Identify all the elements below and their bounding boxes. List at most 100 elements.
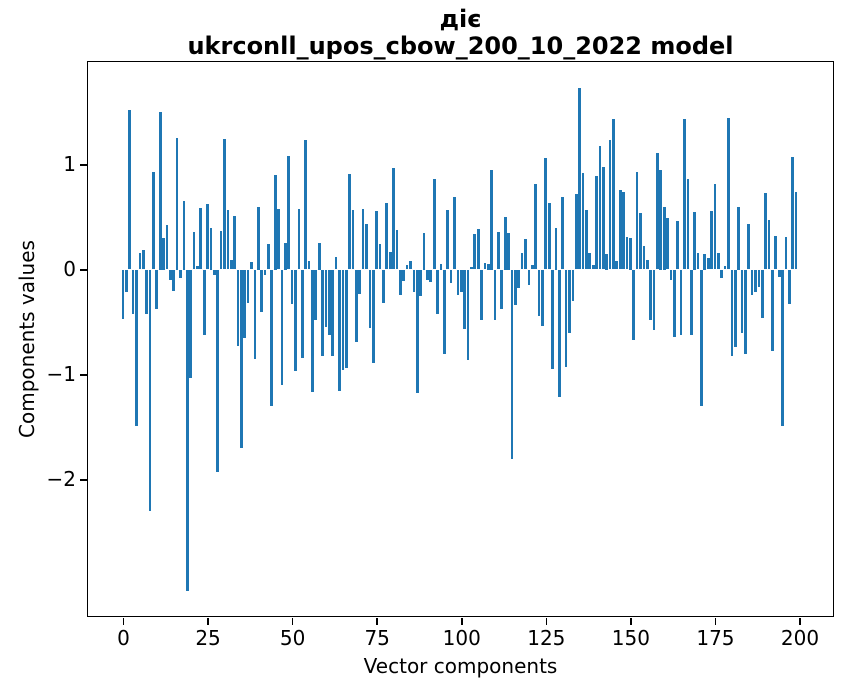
bar-component-59: [321, 269, 324, 356]
bar-component-142: [601, 166, 605, 270]
bar-component-3: [131, 269, 135, 314]
bar-component-198: [791, 157, 795, 270]
bar-component-23: [199, 207, 203, 270]
bar-component-18: [182, 201, 186, 270]
bar-component-89: [422, 232, 426, 270]
x-tick-mark: [630, 617, 632, 625]
bar-component-130: [561, 197, 565, 270]
bar-component-42: [263, 269, 267, 275]
bar-component-10: [155, 269, 159, 310]
bar-component-79: [388, 251, 392, 270]
bar-component-181: [733, 269, 737, 348]
bar-component-157: [652, 269, 656, 331]
bar-component-190: [764, 192, 767, 270]
bar-component-82: [399, 269, 402, 295]
bar-component-127: [551, 269, 554, 370]
bar-component-187: [754, 269, 757, 292]
bar-component-175: [713, 184, 717, 270]
bar-component-94: [439, 264, 443, 270]
bar-component-115: [510, 269, 514, 459]
bar-component-13: [165, 225, 169, 270]
bar-component-154: [642, 246, 646, 270]
bar-component-20: [189, 269, 192, 378]
bar-component-48: [284, 243, 287, 270]
x-tick-label: 200: [780, 626, 820, 650]
bar-component-84: [405, 265, 409, 270]
bar-component-170: [696, 252, 700, 270]
bar-component-37: [246, 269, 250, 304]
bar-component-184: [744, 269, 747, 354]
bar-component-62: [331, 269, 335, 356]
bar-component-98: [453, 197, 456, 270]
y-tick-label: 1: [63, 152, 76, 176]
bar-component-95: [442, 269, 446, 354]
x-tick-mark: [714, 617, 717, 625]
bar-component-160: [662, 206, 666, 270]
bar-component-194: [777, 269, 781, 277]
bar-component-128: [554, 227, 558, 270]
bar-component-52: [297, 208, 301, 270]
bar-component-180: [730, 269, 734, 356]
bar-component-136: [581, 172, 585, 270]
bar-component-158: [656, 152, 659, 270]
bar-component-144: [608, 140, 612, 270]
bar-component-165: [679, 269, 683, 335]
bar-component-178: [723, 266, 727, 270]
x-tick-mark: [799, 617, 801, 625]
bar-component-162: [669, 269, 673, 280]
bar-component-137: [585, 209, 588, 270]
bar-component-174: [710, 210, 713, 270]
bar-component-103: [470, 267, 473, 270]
x-tick-label: 0: [117, 626, 130, 650]
bar-component-110: [493, 269, 497, 320]
title-line-1: діє: [439, 5, 482, 33]
bar-component-159: [659, 169, 663, 270]
bar-component-50: [290, 269, 294, 305]
bar-component-111: [497, 231, 500, 270]
bar-component-122: [534, 184, 537, 270]
bar-component-36: [243, 269, 247, 338]
bar-component-134: [574, 193, 578, 270]
bar-component-26: [209, 227, 213, 270]
bar-component-135: [578, 87, 581, 270]
bar-component-179: [727, 118, 730, 270]
bar-component-87: [415, 269, 419, 394]
bar-component-81: [395, 229, 399, 270]
bar-component-29: [219, 230, 223, 270]
bar-component-51: [294, 269, 297, 372]
bar-component-106: [480, 269, 483, 320]
bar-component-93: [436, 269, 439, 314]
bar-component-167: [686, 179, 690, 270]
x-tick-label: 150: [611, 626, 650, 650]
bar-component-7: [145, 269, 148, 314]
y-tick-mark: [79, 269, 87, 271]
bar-component-38: [250, 262, 253, 270]
bar-component-125: [544, 158, 548, 270]
bar-component-57: [314, 269, 318, 320]
bar-component-124: [541, 269, 544, 327]
bar-component-199: [794, 191, 798, 270]
bar-component-4: [135, 269, 138, 426]
bar-component-55: [307, 261, 311, 270]
bar-component-120: [527, 269, 531, 286]
bar-component-146: [615, 261, 619, 270]
bar-component-54: [304, 140, 307, 270]
bar-component-117: [517, 269, 521, 289]
bar-component-112: [500, 269, 504, 310]
bar-component-118: [520, 252, 524, 270]
bar-component-21: [192, 231, 196, 270]
bar-component-155: [645, 260, 649, 270]
bar-component-121: [530, 265, 534, 270]
bar-component-19: [185, 269, 189, 591]
bar-component-74: [371, 269, 375, 363]
bar-component-101: [463, 269, 466, 330]
bar-component-104: [473, 233, 477, 270]
x-tick-label: 175: [696, 626, 735, 650]
x-tick-label: 25: [195, 626, 221, 650]
y-tick-mark: [79, 374, 87, 376]
bar-component-86: [412, 269, 416, 292]
bar-component-163: [672, 269, 676, 337]
bar-component-123: [537, 269, 541, 316]
bar-component-68: [351, 209, 355, 270]
bar-component-119: [524, 239, 527, 270]
